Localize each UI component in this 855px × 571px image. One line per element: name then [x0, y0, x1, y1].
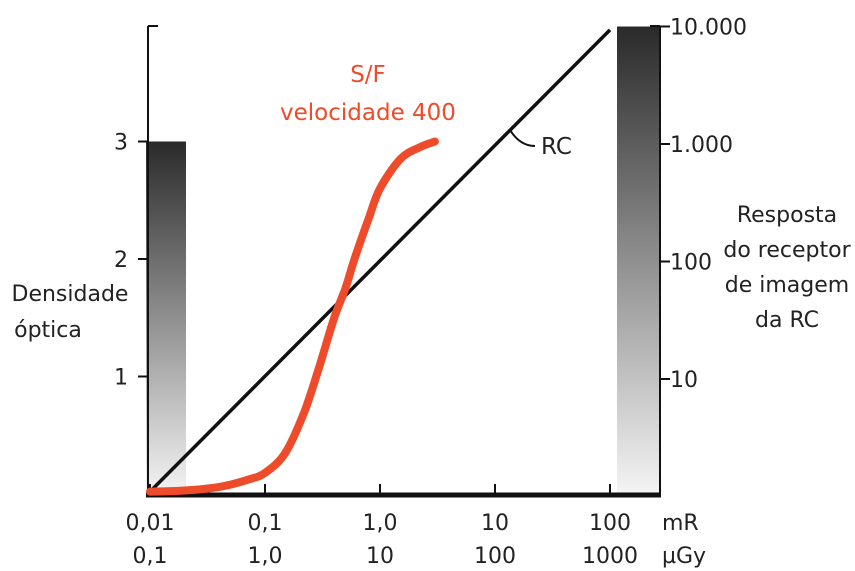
x-unit-mr: mR: [662, 511, 699, 536]
left-axis-title-line-1: Densidade: [12, 282, 129, 307]
left-y-ticks: 1 2 3: [114, 131, 148, 391]
left-axis-title-line-2: óptica: [14, 318, 82, 343]
x-tick-label-mr: 0,1: [248, 511, 283, 536]
right-axis-title-line-2: do receptor: [723, 238, 851, 263]
x-unit-ugy: µGy: [662, 544, 706, 569]
right-axis-title-line-4: da RC: [755, 308, 819, 333]
x-tick-label-mr: 100: [589, 511, 631, 536]
right-y-tick-label: 10.000: [670, 16, 747, 41]
series-line-rc: [148, 28, 612, 493]
right-y-ticks: 10 100 1.000 10.000: [660, 16, 747, 393]
sf-label-line-2: velocidade 400: [280, 100, 456, 126]
left-density-gradient-bar: [146, 141, 186, 494]
x-ticks: 0,01 0,1 0,1 1,0 1,0 10 10 100 100 1000: [126, 484, 638, 569]
x-tick-label-ugy: 10: [366, 544, 394, 569]
left-y-tick-label: 3: [114, 131, 128, 156]
x-tick-label-ugy: 100: [474, 544, 516, 569]
right-y-tick-label: 10: [670, 368, 698, 393]
right-axis-title-line-3: de imagem: [725, 273, 849, 298]
x-tick-label-ugy: 1,0: [248, 544, 283, 569]
x-tick-label-ugy: 0,1: [133, 544, 168, 569]
x-tick-label-mr: 10: [481, 511, 509, 536]
x-tick-label-mr: 0,01: [126, 511, 175, 536]
right-axis-title-line-1: Resposta: [737, 203, 837, 228]
x-tick-label-mr: 1,0: [363, 511, 398, 536]
rc-label: RC: [541, 134, 572, 160]
right-response-gradient-bar: [617, 26, 659, 494]
right-y-tick-label: 100: [670, 251, 712, 276]
left-y-tick-label: 2: [114, 248, 128, 273]
sf-label-line-1: S/F: [350, 62, 386, 88]
x-tick-label-ugy: 1000: [582, 544, 638, 569]
series-line-sf-velocidade-400: [146, 137, 439, 496]
rc-label-leader: [509, 129, 536, 147]
right-y-tick-label: 1.000: [670, 133, 733, 158]
left-y-tick-label: 1: [114, 366, 128, 391]
